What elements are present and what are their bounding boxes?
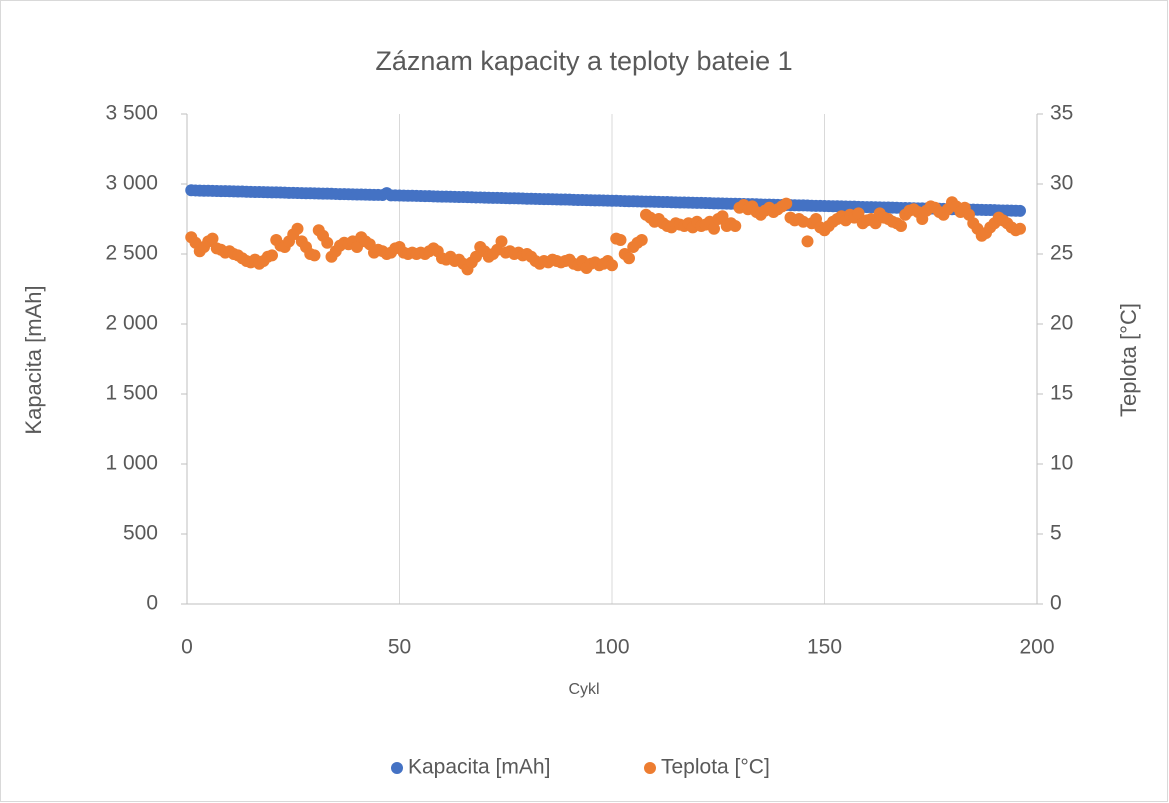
x-tick-label: 150 bbox=[807, 636, 842, 659]
point bbox=[852, 207, 865, 220]
x-tick-label: 50 bbox=[388, 636, 411, 659]
point bbox=[1014, 204, 1026, 217]
point bbox=[801, 235, 814, 248]
y-tick-label: 3 500 bbox=[105, 102, 158, 125]
point bbox=[869, 217, 882, 230]
point bbox=[729, 220, 742, 232]
y2-axis-title: Teplota [°C] bbox=[1116, 303, 1141, 417]
y2-tick-label: 10 bbox=[1050, 452, 1073, 475]
point bbox=[606, 259, 618, 272]
x-tick-label: 0 bbox=[181, 636, 193, 659]
point bbox=[206, 232, 219, 245]
y2-tick-label: 20 bbox=[1050, 312, 1073, 335]
y-axis-title: Kapacita [mAh] bbox=[21, 285, 46, 434]
point bbox=[708, 222, 720, 235]
chart-title: Záznam kapacity a teploty bateie 1 bbox=[375, 46, 792, 76]
point bbox=[623, 252, 635, 265]
point bbox=[635, 234, 648, 246]
point bbox=[716, 210, 729, 223]
point bbox=[495, 235, 508, 248]
y-tick-label: 2 500 bbox=[105, 242, 158, 265]
y2-tick-label: 0 bbox=[1050, 592, 1062, 615]
legend-marker bbox=[644, 762, 656, 774]
point bbox=[780, 197, 793, 210]
y2-tick-label: 30 bbox=[1050, 172, 1073, 195]
y-tick-label: 0 bbox=[146, 592, 158, 615]
point bbox=[470, 250, 482, 263]
y2-tick-label: 15 bbox=[1050, 382, 1073, 405]
point bbox=[614, 234, 627, 246]
point bbox=[266, 249, 278, 262]
point bbox=[1014, 222, 1026, 235]
point bbox=[308, 249, 321, 262]
y-tick-label: 1 500 bbox=[105, 382, 158, 405]
legend-label: Kapacita [mAh] bbox=[408, 756, 550, 779]
legend-marker bbox=[391, 762, 403, 774]
y-tick-label: 3 000 bbox=[105, 172, 158, 195]
y2-tick-label: 35 bbox=[1050, 102, 1073, 125]
x-tick-label: 200 bbox=[1019, 636, 1054, 659]
point bbox=[351, 241, 363, 253]
legend-label: Teplota [°C] bbox=[661, 756, 770, 779]
x-tick-label: 100 bbox=[594, 636, 629, 659]
y2-tick-label: 25 bbox=[1050, 242, 1073, 265]
y-tick-label: 1 000 bbox=[105, 452, 158, 475]
y-tick-label: 2 000 bbox=[105, 312, 158, 335]
y-tick-label: 500 bbox=[123, 522, 158, 545]
y2-tick-label: 5 bbox=[1050, 522, 1062, 545]
point bbox=[895, 220, 907, 232]
point bbox=[321, 236, 334, 249]
x-axis-title: Cykl bbox=[568, 681, 599, 698]
point bbox=[291, 222, 304, 235]
